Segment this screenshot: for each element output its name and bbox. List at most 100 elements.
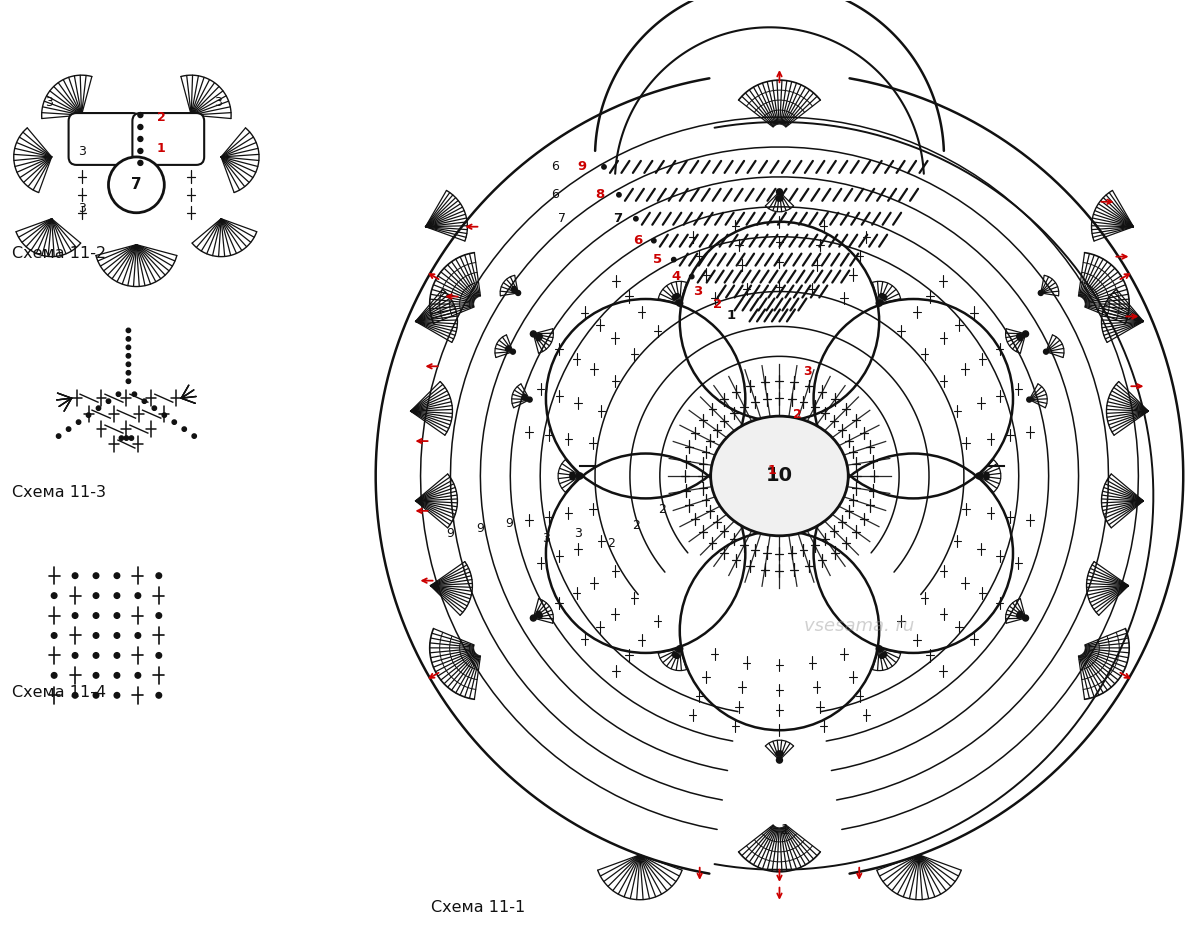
Circle shape — [114, 653, 120, 658]
Circle shape — [142, 399, 146, 403]
Circle shape — [779, 751, 784, 755]
Circle shape — [778, 751, 781, 755]
Circle shape — [673, 294, 678, 299]
Circle shape — [672, 295, 677, 300]
Circle shape — [72, 693, 78, 698]
Text: 2: 2 — [607, 537, 616, 550]
Circle shape — [138, 148, 143, 154]
Circle shape — [94, 633, 98, 639]
Circle shape — [512, 287, 516, 290]
Circle shape — [536, 611, 541, 615]
Circle shape — [677, 646, 683, 652]
Circle shape — [985, 474, 989, 479]
Circle shape — [56, 434, 61, 439]
Circle shape — [672, 653, 677, 656]
Circle shape — [536, 336, 541, 341]
Circle shape — [107, 399, 110, 403]
Circle shape — [126, 337, 131, 341]
Circle shape — [570, 472, 575, 477]
Circle shape — [52, 672, 56, 678]
Circle shape — [156, 613, 162, 618]
Text: 2: 2 — [793, 408, 802, 421]
Circle shape — [538, 614, 542, 618]
Circle shape — [192, 434, 197, 439]
Circle shape — [86, 413, 91, 417]
Circle shape — [577, 473, 583, 479]
Circle shape — [882, 295, 887, 300]
Circle shape — [1018, 336, 1022, 341]
Circle shape — [1022, 615, 1028, 621]
Circle shape — [779, 196, 784, 201]
Text: 2: 2 — [157, 111, 166, 124]
Circle shape — [96, 406, 101, 411]
Text: 6: 6 — [551, 160, 559, 173]
Circle shape — [126, 371, 131, 375]
Circle shape — [538, 334, 542, 338]
Circle shape — [156, 653, 162, 658]
Text: Схема 11-3: Схема 11-3 — [12, 485, 106, 501]
Circle shape — [984, 476, 989, 479]
Circle shape — [156, 573, 162, 578]
Text: 2: 2 — [632, 519, 640, 532]
Circle shape — [506, 345, 510, 350]
Circle shape — [881, 294, 886, 299]
Circle shape — [672, 258, 676, 262]
Circle shape — [516, 290, 521, 295]
Circle shape — [676, 293, 679, 298]
Circle shape — [136, 672, 140, 678]
Circle shape — [138, 160, 143, 166]
Circle shape — [1027, 398, 1032, 402]
Circle shape — [1022, 331, 1028, 337]
Circle shape — [136, 593, 140, 599]
Text: 1: 1 — [727, 309, 736, 322]
Circle shape — [527, 398, 532, 402]
Circle shape — [114, 573, 120, 578]
Circle shape — [1018, 611, 1022, 615]
Circle shape — [138, 113, 143, 117]
Circle shape — [132, 392, 137, 397]
Circle shape — [673, 654, 678, 658]
Circle shape — [976, 473, 982, 479]
Circle shape — [778, 196, 781, 201]
Ellipse shape — [710, 416, 848, 535]
Circle shape — [776, 757, 782, 763]
Circle shape — [880, 293, 884, 298]
Circle shape — [1016, 614, 1021, 618]
Circle shape — [876, 301, 882, 306]
Circle shape — [522, 395, 527, 398]
Text: vsesama. ru: vsesama. ru — [804, 616, 914, 635]
Text: 1: 1 — [767, 465, 776, 478]
Text: 3: 3 — [215, 96, 222, 109]
Text: 2: 2 — [713, 298, 722, 311]
Text: Схема 11-4: Схема 11-4 — [12, 685, 106, 700]
Circle shape — [52, 633, 56, 639]
FancyBboxPatch shape — [132, 113, 204, 165]
Text: 3: 3 — [44, 96, 53, 109]
Circle shape — [984, 472, 989, 477]
Circle shape — [510, 349, 515, 354]
Text: 9: 9 — [505, 517, 514, 530]
Circle shape — [511, 288, 515, 291]
Text: 1: 1 — [157, 142, 166, 155]
Text: 9: 9 — [577, 160, 587, 173]
Circle shape — [156, 693, 162, 698]
Circle shape — [136, 633, 140, 639]
Circle shape — [130, 436, 133, 440]
Circle shape — [94, 573, 98, 578]
Circle shape — [522, 396, 526, 399]
Circle shape — [114, 672, 120, 678]
Circle shape — [162, 413, 167, 417]
Circle shape — [114, 633, 120, 639]
Text: 7: 7 — [131, 177, 142, 193]
Text: 6: 6 — [634, 235, 642, 247]
Text: 6: 6 — [551, 188, 559, 201]
Circle shape — [617, 193, 622, 197]
Circle shape — [652, 238, 656, 243]
Circle shape — [776, 751, 780, 755]
Circle shape — [1044, 349, 1049, 354]
Circle shape — [126, 354, 131, 358]
Circle shape — [126, 362, 131, 367]
Circle shape — [570, 474, 575, 479]
Text: 2: 2 — [659, 503, 666, 516]
Circle shape — [94, 693, 98, 698]
